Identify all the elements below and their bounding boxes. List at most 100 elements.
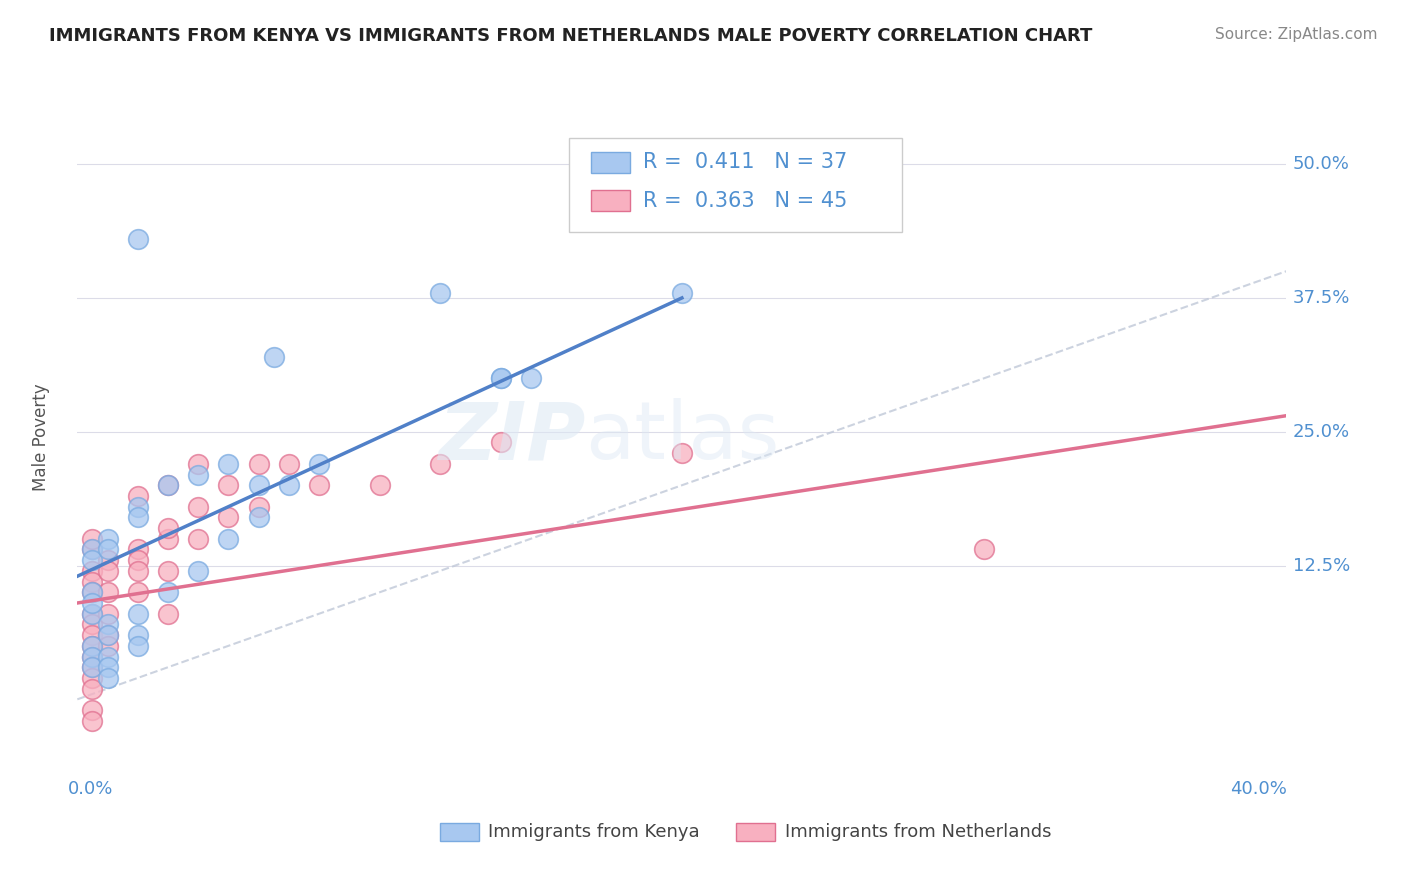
Point	[157, 532, 180, 546]
Point	[187, 467, 209, 482]
Point	[187, 532, 209, 546]
Point	[82, 607, 104, 621]
Point	[489, 371, 512, 385]
Point	[82, 628, 104, 642]
Text: 37.5%: 37.5%	[1292, 289, 1350, 307]
Point	[82, 542, 104, 557]
Text: R =  0.363   N = 45: R = 0.363 N = 45	[643, 191, 848, 211]
Point	[82, 532, 104, 546]
Text: 50.0%: 50.0%	[1292, 155, 1350, 173]
Point	[489, 435, 512, 450]
Point	[520, 371, 543, 385]
Point	[671, 285, 693, 300]
Text: 40.0%: 40.0%	[1230, 780, 1286, 797]
Point	[187, 500, 209, 514]
Point	[308, 478, 330, 492]
Point	[96, 553, 118, 567]
Point	[187, 457, 209, 471]
Point	[429, 457, 451, 471]
Bar	[737, 823, 775, 840]
Text: Immigrants from Netherlands: Immigrants from Netherlands	[785, 822, 1052, 840]
Point	[127, 489, 149, 503]
Point	[127, 607, 149, 621]
Point	[82, 639, 104, 653]
Point	[82, 660, 104, 674]
Point	[82, 681, 104, 696]
Point	[82, 660, 104, 674]
Text: atlas: atlas	[585, 398, 779, 476]
Point	[671, 446, 693, 460]
Text: Immigrants from Kenya: Immigrants from Kenya	[488, 822, 700, 840]
Point	[82, 607, 104, 621]
Point	[82, 639, 104, 653]
Point	[157, 478, 180, 492]
Point	[157, 564, 180, 578]
Text: R =  0.411   N = 37: R = 0.411 N = 37	[643, 153, 848, 172]
Point	[96, 649, 118, 664]
Point	[247, 510, 270, 524]
Point	[127, 585, 149, 599]
Point	[157, 607, 180, 621]
Point	[82, 596, 104, 610]
Point	[82, 574, 104, 589]
Point	[96, 542, 118, 557]
Point	[973, 542, 995, 557]
Bar	[440, 823, 479, 840]
Point	[157, 521, 180, 535]
Point	[96, 628, 118, 642]
Point	[429, 285, 451, 300]
Point	[218, 510, 240, 524]
Point	[247, 457, 270, 471]
Text: ZIP: ZIP	[437, 398, 585, 476]
Point	[127, 542, 149, 557]
Point	[127, 564, 149, 578]
Point	[187, 564, 209, 578]
Point	[489, 371, 512, 385]
FancyBboxPatch shape	[569, 138, 903, 232]
Text: 25.0%: 25.0%	[1292, 423, 1350, 441]
Point	[96, 617, 118, 632]
Point	[263, 350, 285, 364]
Text: 0.0%: 0.0%	[69, 780, 114, 797]
Point	[82, 564, 104, 578]
Point	[127, 232, 149, 246]
Bar	[592, 152, 630, 173]
Point	[96, 585, 118, 599]
Point	[247, 478, 270, 492]
Point	[82, 585, 104, 599]
Point	[218, 457, 240, 471]
Point	[82, 649, 104, 664]
Point	[218, 478, 240, 492]
Point	[82, 542, 104, 557]
Bar	[592, 190, 630, 211]
Point	[96, 671, 118, 685]
Point	[368, 478, 391, 492]
Point	[157, 585, 180, 599]
Point	[82, 553, 104, 567]
Point	[96, 607, 118, 621]
Point	[96, 532, 118, 546]
Point	[218, 532, 240, 546]
Point	[127, 639, 149, 653]
Point	[247, 500, 270, 514]
Point	[82, 585, 104, 599]
Point	[127, 553, 149, 567]
Point	[278, 457, 301, 471]
Point	[96, 628, 118, 642]
Point	[127, 500, 149, 514]
Point	[82, 649, 104, 664]
Text: Male Poverty: Male Poverty	[32, 384, 51, 491]
Point	[82, 714, 104, 728]
Point	[127, 628, 149, 642]
Point	[157, 478, 180, 492]
Point	[96, 660, 118, 674]
Point	[82, 703, 104, 717]
Point	[96, 639, 118, 653]
Point	[127, 510, 149, 524]
Text: Source: ZipAtlas.com: Source: ZipAtlas.com	[1215, 27, 1378, 42]
Text: 12.5%: 12.5%	[1292, 557, 1350, 574]
Point	[308, 457, 330, 471]
Point	[82, 617, 104, 632]
Text: IMMIGRANTS FROM KENYA VS IMMIGRANTS FROM NETHERLANDS MALE POVERTY CORRELATION CH: IMMIGRANTS FROM KENYA VS IMMIGRANTS FROM…	[49, 27, 1092, 45]
Point	[278, 478, 301, 492]
